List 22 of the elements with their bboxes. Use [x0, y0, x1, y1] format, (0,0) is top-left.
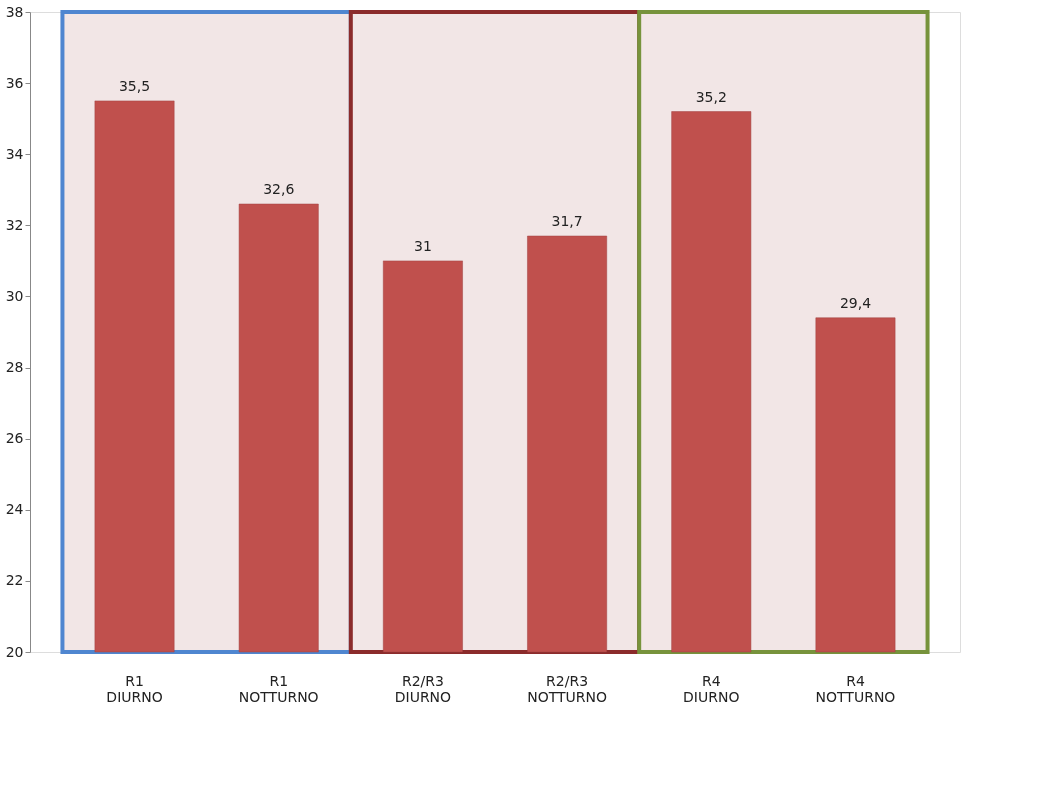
data-label: 35,5 [118, 77, 151, 94]
x-tick-label: R1 NOTTURNO [238, 672, 319, 705]
y-tick-label: 20 [5, 643, 24, 660]
x-tick-label: R4 NOTTURNO [815, 672, 896, 705]
y-tick-label: 36 [5, 74, 24, 91]
y-tick-label: 22 [5, 572, 24, 589]
x-tick-label: R4 DIURNO [683, 672, 740, 705]
y-tick-label: 32 [5, 216, 24, 233]
x-tick-label: R2/R3 DIURNO [394, 672, 452, 705]
y-tick-label: 28 [5, 359, 24, 376]
data-label: 32,6 [263, 181, 295, 197]
y-tick-label: 26 [5, 430, 24, 447]
x-tick-label: R1 DIURNO [106, 672, 163, 705]
data-label: 29,4 [839, 294, 872, 311]
data-label: 31,7 [551, 213, 583, 229]
y-tick-label: 34 [5, 145, 24, 162]
x-tick-label: R2/R3 NOTTURNO [527, 672, 608, 705]
data-label: 31 [413, 237, 432, 254]
y-tick-label: 30 [5, 287, 24, 304]
y-tick-label: 38 [5, 3, 24, 20]
data-label: 35,2 [695, 88, 727, 105]
y-tick-label: 24 [5, 501, 24, 518]
